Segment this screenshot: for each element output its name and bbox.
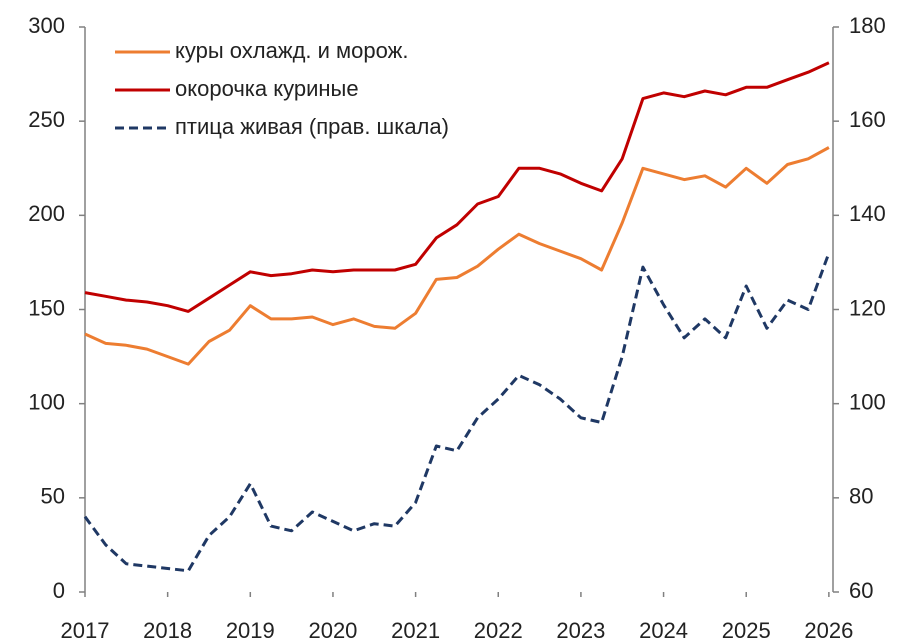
y2-tick-label: 140 [849,201,886,226]
x-tick-label: 2019 [226,618,275,643]
y2-tick-label: 80 [849,484,873,509]
series-line [83,252,831,573]
x-tick-label: 2020 [308,618,357,643]
x-tick-label: 2017 [61,618,110,643]
y-tick-label: 300 [28,13,65,38]
y2-tick-label: 180 [849,13,886,38]
x-tick-label: 2024 [639,618,688,643]
series-line [84,146,830,366]
y-tick-label: 250 [28,107,65,132]
y2-tick-label: 160 [849,107,886,132]
x-tick-label: 2025 [722,618,771,643]
x-tick-label: 2023 [556,618,605,643]
y-tick-label: 50 [41,484,65,509]
y-tick-label: 100 [28,389,65,414]
y2-tick-label: 60 [849,578,873,603]
x-tick-label: 2018 [143,618,192,643]
legend-label: птица живая (прав. шкала) [175,114,449,139]
y-tick-label: 200 [28,201,65,226]
y2-tick-label: 100 [849,389,886,414]
legend-label: куры охлажд. и морож. [175,38,408,63]
y-tick-label: 150 [28,295,65,320]
x-tick-label: 2022 [474,618,523,643]
y-tick-label: 0 [53,578,65,603]
legend-label: окорочка куриные [175,76,359,101]
x-tick-label: 2021 [391,618,440,643]
x-tick-label: 2026 [804,618,853,643]
series-line [84,61,830,313]
y2-tick-label: 120 [849,295,886,320]
